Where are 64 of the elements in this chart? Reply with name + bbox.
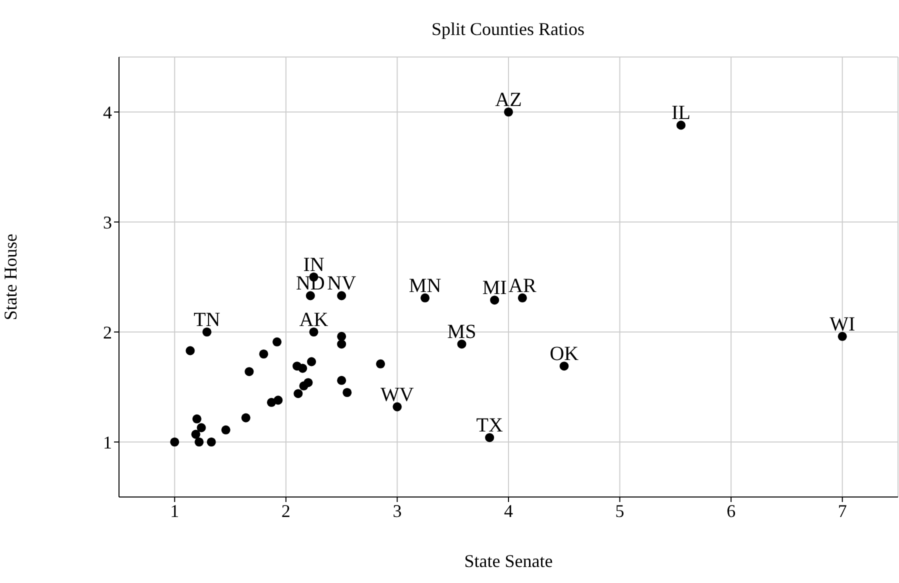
point — [309, 327, 318, 337]
point — [337, 376, 346, 385]
point — [274, 396, 283, 405]
annotation: TX — [476, 414, 504, 437]
point — [194, 437, 204, 447]
y-tick-label: 2 — [103, 322, 112, 342]
annotation: IN — [303, 254, 324, 276]
point — [272, 337, 282, 346]
x-tick-label: 4 — [504, 500, 513, 521]
point — [192, 414, 202, 424]
annotation: NV — [327, 272, 357, 295]
annotation: AK — [299, 309, 329, 331]
point — [306, 291, 315, 300]
x-axis-title: State Senate — [464, 551, 553, 571]
annotation: MS — [447, 321, 476, 344]
point — [304, 378, 313, 388]
x-tick-label: 5 — [615, 500, 624, 521]
point — [504, 107, 514, 117]
point — [337, 332, 346, 341]
y-tick-label: 1 — [103, 432, 112, 452]
point — [337, 291, 346, 300]
point — [342, 388, 352, 398]
point — [186, 346, 195, 356]
point — [294, 389, 303, 398]
annotation: OK — [550, 343, 580, 366]
point — [244, 367, 254, 376]
point — [518, 293, 527, 302]
annotation: MI — [482, 277, 507, 300]
x-tick-label: 2 — [281, 500, 290, 521]
point — [560, 362, 569, 371]
x-tick-label: 3 — [392, 500, 402, 521]
point — [191, 430, 200, 439]
y-axis-title: State House — [0, 234, 20, 320]
chart-title: Split Counties Ratios — [431, 19, 585, 39]
annotation: AZ — [495, 89, 522, 111]
point — [485, 433, 494, 442]
annotation: WV — [380, 384, 414, 406]
point — [457, 340, 466, 349]
annotation: AR — [508, 274, 537, 297]
point — [241, 413, 250, 422]
point — [337, 340, 346, 349]
point — [376, 359, 386, 368]
point — [196, 423, 206, 432]
point — [490, 296, 500, 305]
point — [221, 425, 230, 434]
point — [298, 364, 308, 373]
point — [259, 349, 268, 359]
annotation: IL — [672, 102, 690, 124]
point — [307, 357, 316, 366]
x-tick-label: 7 — [838, 500, 847, 521]
annotation: MN — [408, 274, 442, 297]
point — [170, 437, 180, 447]
annotation: WI — [830, 313, 856, 336]
y-tick-label: 4 — [103, 102, 112, 122]
y-tick-label: 3 — [103, 212, 112, 232]
point — [206, 437, 216, 447]
point — [420, 293, 430, 302]
x-tick-label: 6 — [726, 500, 736, 521]
point — [676, 120, 686, 130]
annotation: TN — [194, 309, 220, 331]
x-tick-label: 1 — [170, 500, 180, 521]
point — [392, 402, 402, 412]
point — [202, 327, 212, 337]
point — [838, 332, 847, 341]
